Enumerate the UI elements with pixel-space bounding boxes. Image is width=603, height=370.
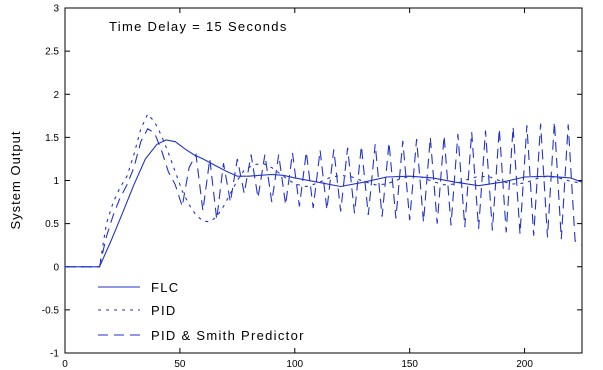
y-tick-label: 0.5 xyxy=(45,219,59,230)
x-tick-label: 150 xyxy=(401,359,418,370)
y-tick-label: -1 xyxy=(50,349,59,360)
y-tick-label: 1 xyxy=(53,176,59,187)
x-tick-label: 0 xyxy=(62,359,68,370)
plot-frame xyxy=(64,7,583,354)
y-tick-label: 1.5 xyxy=(45,133,59,144)
legend-label-1: FLC xyxy=(151,280,179,295)
x-tick-label: 50 xyxy=(174,359,186,370)
y-tick-label: 2 xyxy=(53,90,59,101)
x-tick-label: 100 xyxy=(286,359,303,370)
chart-annotation: Time Delay = 15 Seconds xyxy=(109,19,288,34)
series-line-3 xyxy=(65,121,583,268)
y-tick-label: 2.5 xyxy=(45,47,59,58)
axis-ticks: 0 50 100 150 200 -1 -0.5 0 0.5 1 1.5 2 2.5 3 xyxy=(42,4,582,370)
x-tick-label: 200 xyxy=(516,359,533,370)
y-tick-label: -0.5 xyxy=(42,305,60,316)
y-axis-title: System Output xyxy=(8,131,23,230)
legend: FLC PID PID & Smith Predictor xyxy=(98,280,305,343)
series-line-1 xyxy=(65,139,583,268)
y-tick-label: 0 xyxy=(53,262,59,273)
legend-label-3: PID & Smith Predictor xyxy=(151,328,305,343)
series-line-2 xyxy=(65,113,583,268)
legend-label-2: PID xyxy=(151,303,177,318)
y-tick-label: 3 xyxy=(53,4,59,15)
series-layer xyxy=(65,113,583,268)
